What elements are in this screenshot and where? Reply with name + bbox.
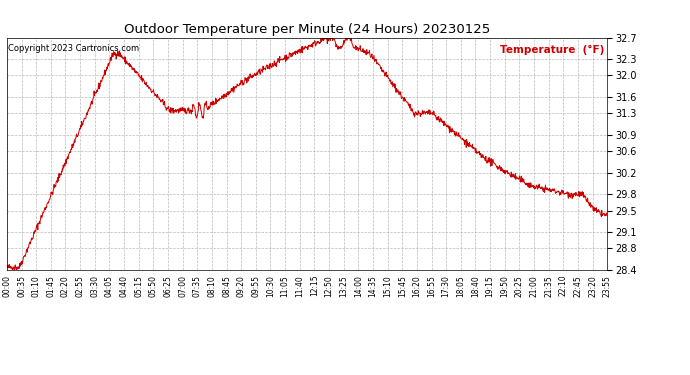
Text: Copyright 2023 Cartronics.com: Copyright 2023 Cartronics.com <box>8 45 139 54</box>
Title: Outdoor Temperature per Minute (24 Hours) 20230125: Outdoor Temperature per Minute (24 Hours… <box>124 23 490 36</box>
Text: Temperature  (°F): Temperature (°F) <box>500 45 604 54</box>
